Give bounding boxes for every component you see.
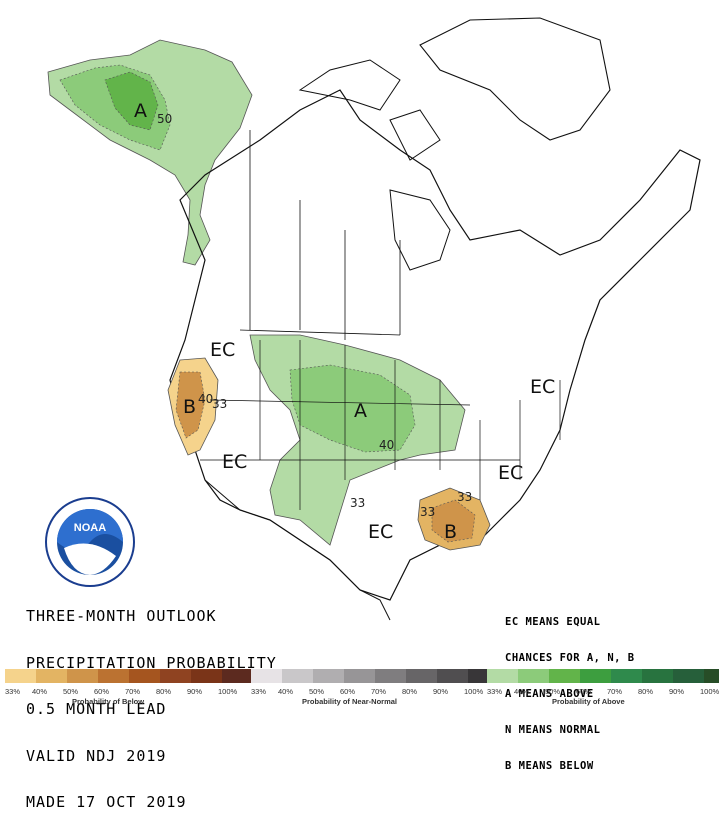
above-tick-3: 50% (545, 687, 561, 696)
gulf-below-40-region (431, 499, 476, 543)
above-swatch-1 (487, 669, 518, 683)
above-swatch-7 (673, 669, 704, 683)
below-scale-title: Probability of Below (72, 697, 145, 706)
below-swatch-1 (5, 669, 36, 683)
gulf-below-label: B (444, 521, 458, 543)
title-line-3: 0.5 MONTH LEAD (26, 700, 167, 718)
title-line-5: MADE 17 OCT 2019 (26, 793, 187, 811)
northeast-ec-label: EC (530, 376, 556, 398)
below-tick-2: 40% (32, 687, 48, 696)
below-tick-5: 70% (125, 687, 141, 696)
near-normal-scale-swatches (251, 669, 499, 683)
near-normal-tick-6: 80% (402, 687, 418, 696)
near-normal-swatch-5 (375, 669, 406, 683)
canada-province-lines (239, 130, 401, 340)
above-tick-8: 100% (700, 687, 719, 696)
california-contour-label: 40 (198, 392, 214, 406)
above-scale-title: Probability of Above (552, 697, 625, 706)
southwest-ec-label: EC (222, 451, 248, 473)
near-normal-swatch-6 (406, 669, 437, 683)
above-tick-5: 70% (607, 687, 623, 696)
greenland-outline (419, 17, 611, 141)
legend-note-3: A MEANS ABOVE (505, 688, 594, 700)
southern-ec-label: EC (368, 521, 394, 543)
above-tick-1: 33% (487, 687, 503, 696)
plains-above-40-region (289, 364, 416, 453)
gulf-contour-33-label: 33 (457, 490, 473, 504)
texas-contour-label: 33 (350, 496, 366, 510)
below-swatch-3 (67, 669, 98, 683)
below-scale-swatches (5, 669, 253, 683)
title-line-2: PRECIPITATION PROBABILITY (26, 653, 277, 672)
outlook-title-block: THREE-MONTH OUTLOOK PRECIPITATION PROBAB… (26, 578, 277, 826)
plains-above-label: A (354, 400, 367, 422)
above-swatch-3 (549, 669, 580, 683)
above-tick-7: 90% (669, 687, 685, 696)
near-normal-scale-title: Probability of Near-Normal (302, 697, 398, 706)
near-normal-tick-8: 100% (464, 687, 484, 696)
near-normal-swatch-2 (282, 669, 313, 683)
below-tick-1: 33% (5, 687, 21, 696)
gulf-contour-33b-label: 33 (420, 505, 436, 519)
alaska-above-label: A (134, 100, 147, 122)
above-tick-4: 60% (576, 687, 592, 696)
arctic-islands-outline (298, 59, 441, 161)
above-swatch-2 (518, 669, 549, 683)
above-swatch-4 (580, 669, 611, 683)
above-tick-2: 40% (514, 687, 530, 696)
below-swatch-4 (98, 669, 129, 683)
above-swatch-8 (704, 669, 719, 683)
near-normal-swatch-1 (251, 669, 282, 683)
southeast-ec-label: EC (498, 462, 524, 484)
california-below-label: B (183, 396, 197, 418)
legend-note-4: N MEANS NORMAL (505, 724, 601, 736)
near-normal-tick-4: 60% (340, 687, 356, 696)
alaska-above-50-region (104, 71, 159, 131)
north-america-outline (169, 89, 701, 601)
below-swatch-8 (222, 669, 253, 683)
above-scale-swatches (487, 669, 719, 683)
legend-note-5: B MEANS BELOW (505, 760, 594, 772)
below-swatch-5 (129, 669, 160, 683)
near-normal-swatch-7 (437, 669, 468, 683)
outlook-map (47, 17, 701, 621)
above-swatch-6 (642, 669, 673, 683)
california-below-40-region (175, 371, 206, 439)
plains-contour-label: 40 (379, 438, 395, 452)
near-normal-tick-2: 40% (278, 687, 294, 696)
near-normal-swatch-3 (313, 669, 344, 683)
legend-note-1: EC MEANS EQUAL (505, 616, 601, 628)
near-normal-tick-7: 90% (433, 687, 449, 696)
above-swatch-5 (611, 669, 642, 683)
below-swatch-7 (191, 669, 222, 683)
west-ec-label: EC (210, 339, 236, 361)
noaa-logo: NOAA (45, 497, 135, 587)
near-normal-swatch-4 (344, 669, 375, 683)
near-normal-tick-1: 33% (251, 687, 267, 696)
below-swatch-2 (36, 669, 67, 683)
below-tick-6: 80% (156, 687, 172, 696)
title-line-1: THREE-MONTH OUTLOOK (26, 607, 217, 625)
noaa-logo-text: NOAA (74, 522, 106, 534)
legend-note-2: CHANCES FOR A, N, B (505, 652, 635, 664)
below-tick-3: 50% (63, 687, 79, 696)
below-tick-4: 60% (94, 687, 110, 696)
hudson-bay-outline (389, 189, 451, 271)
california-contour-33-label: 33 (212, 397, 228, 411)
below-swatch-6 (160, 669, 191, 683)
us-state-lines (200, 340, 561, 510)
above-tick-6: 80% (638, 687, 654, 696)
near-normal-tick-5: 70% (371, 687, 387, 696)
alaska-contour-label: 50 (157, 112, 173, 126)
mexico-outline (204, 479, 391, 621)
title-line-4: VALID NDJ 2019 (26, 746, 167, 765)
below-tick-8: 100% (218, 687, 238, 696)
below-tick-7: 90% (187, 687, 203, 696)
near-normal-tick-3: 50% (309, 687, 325, 696)
